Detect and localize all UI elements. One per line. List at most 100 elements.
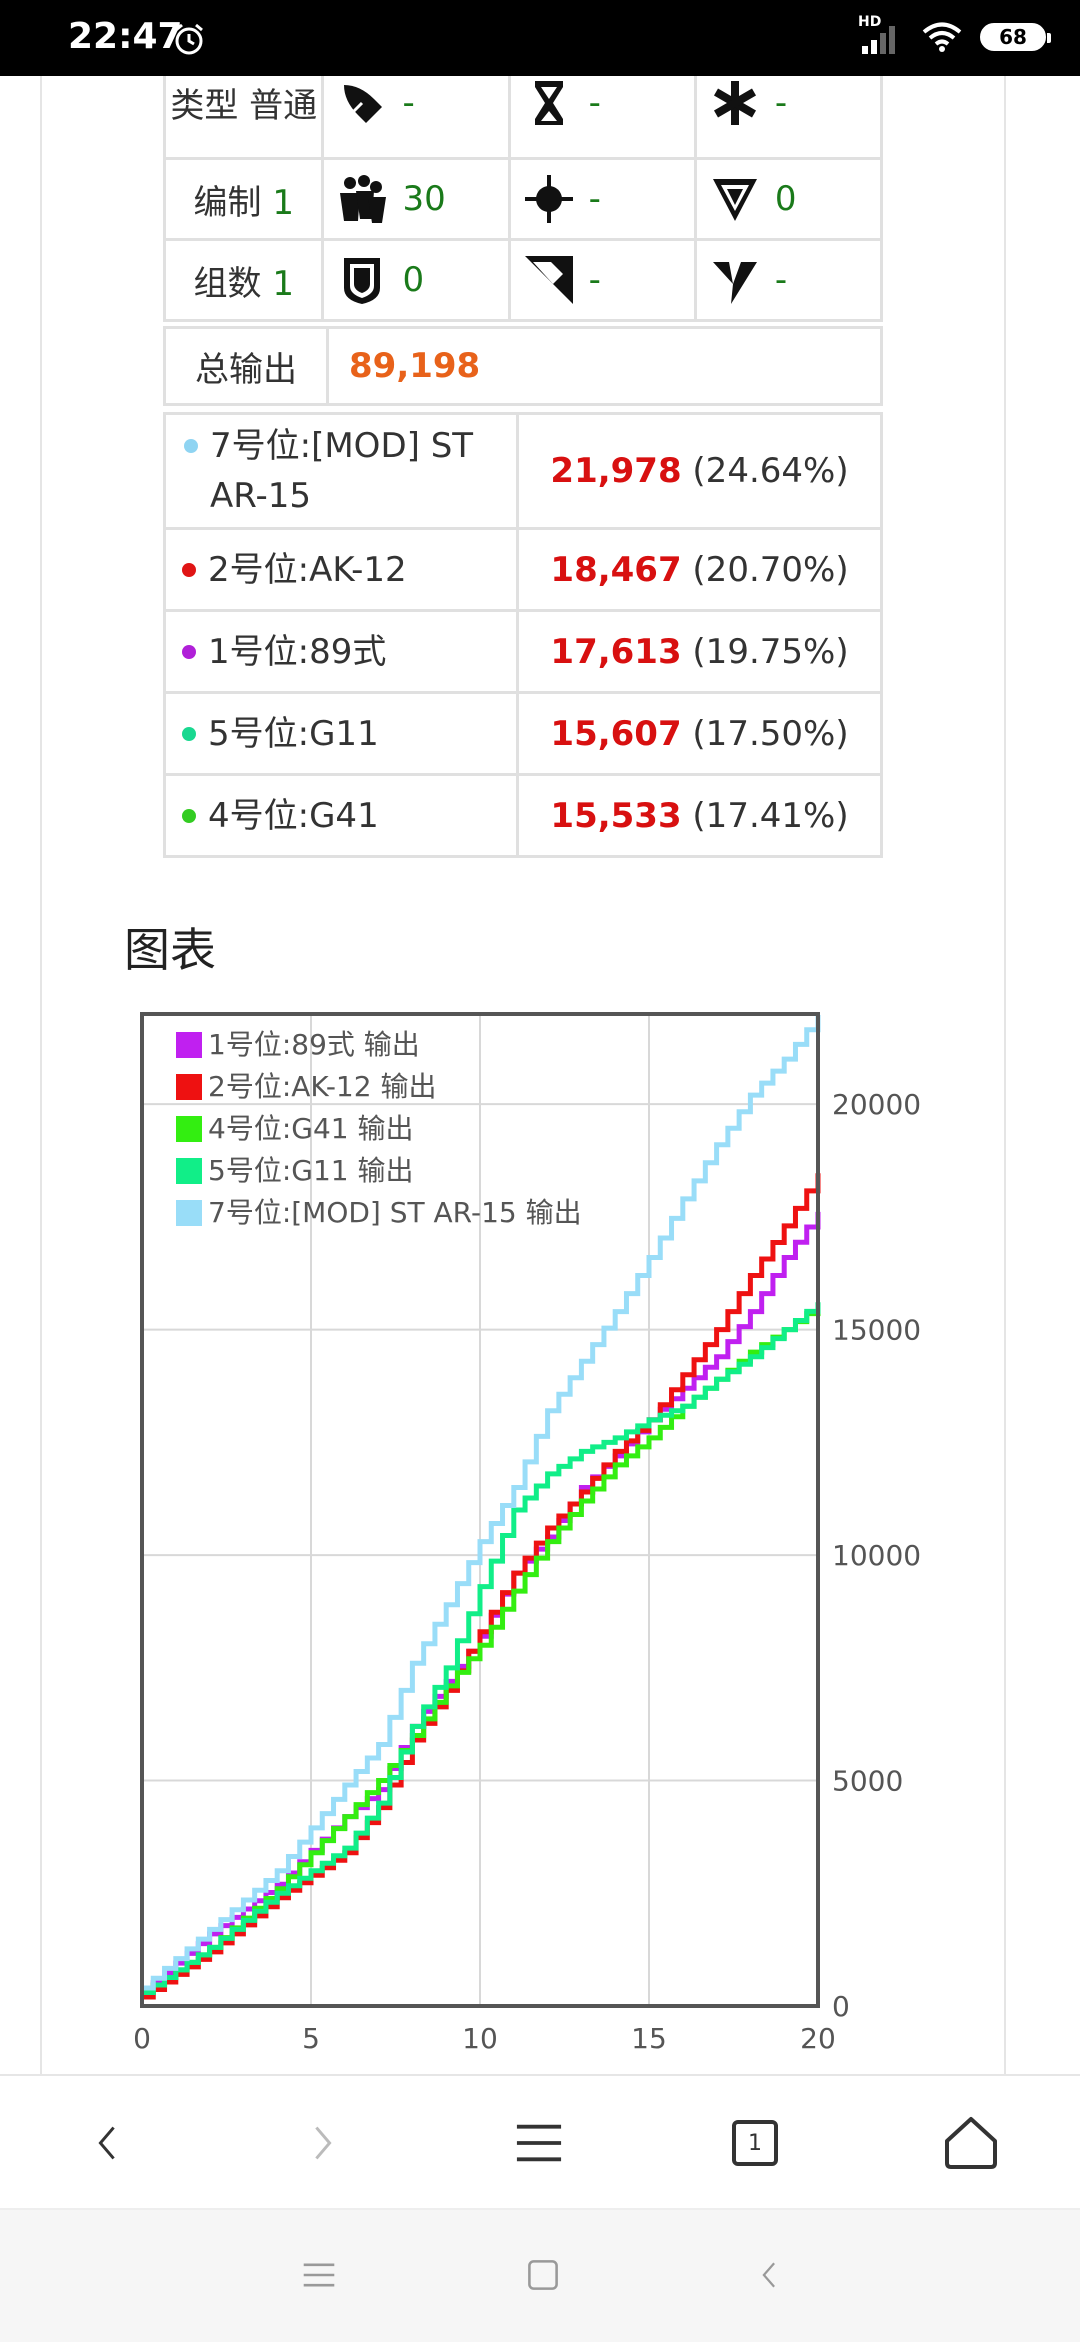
lightning-down-icon bbox=[712, 262, 757, 304]
x-tick-label: 10 bbox=[462, 2022, 498, 2055]
crosshair-icon bbox=[524, 175, 573, 223]
stat-cell: - bbox=[507, 238, 697, 322]
menu-icon bbox=[516, 2124, 562, 2162]
stat-value: 0 bbox=[774, 179, 797, 219]
legend-label: 7号位:[MOD] ST AR-15 输出 bbox=[208, 1196, 582, 1229]
damage-unit-cell: 2号位:AK-12 bbox=[163, 527, 519, 612]
system-home-button[interactable] bbox=[518, 2250, 568, 2300]
stat-cell: - bbox=[507, 76, 697, 160]
legend-label: 2号位:AK-12 输出 bbox=[208, 1070, 436, 1103]
bullet-icon bbox=[344, 85, 383, 123]
stat-label-groups: 组数 1 bbox=[162, 238, 325, 322]
x-tick-label: 5 bbox=[302, 2022, 320, 2055]
stat-label-text: 组数 bbox=[193, 263, 262, 304]
system-nav-bar bbox=[0, 2208, 1080, 2342]
unit-name: 7号位:[MOD] ST AR-15 bbox=[210, 426, 474, 516]
damage-unit-cell: 5号位:G11 bbox=[163, 691, 519, 776]
stat-label-value: 1 bbox=[272, 182, 294, 223]
menu-button[interactable] bbox=[504, 2108, 574, 2178]
stat-value: - bbox=[774, 83, 788, 123]
stat-value: - bbox=[402, 83, 415, 123]
status-bar: 22:47 HD 68 bbox=[0, 0, 1080, 76]
unit-name: 1号位:89式 bbox=[208, 631, 387, 672]
page-content: 类型 普通 - - - bbox=[0, 76, 1080, 2074]
damage-unit-cell: 4号位:G41 bbox=[163, 773, 519, 858]
damage-percent: (24.64%) bbox=[692, 451, 849, 491]
stat-label-value: 1 bbox=[272, 263, 294, 304]
stat-label-formation: 编制 1 bbox=[162, 157, 325, 241]
stat-cell: - bbox=[693, 238, 884, 322]
damage-value: 15,533 bbox=[550, 795, 682, 836]
legend-swatch bbox=[176, 1158, 202, 1184]
y-tick-label: 15000 bbox=[832, 1314, 921, 1347]
damage-value: 15,607 bbox=[550, 713, 682, 754]
alarm-icon bbox=[175, 23, 203, 55]
asterisk-icon bbox=[713, 81, 756, 125]
unit-name: 4号位:G41 bbox=[208, 795, 379, 836]
home-icon bbox=[945, 2117, 997, 2169]
content-border-left bbox=[40, 76, 42, 2074]
legend-swatch bbox=[176, 1032, 202, 1058]
damage-value-cell: 21,978 (24.64%) bbox=[516, 412, 883, 530]
chevron-right-icon bbox=[315, 2126, 332, 2160]
stat-value: - bbox=[588, 260, 601, 300]
unit-name: 2号位:AK-12 bbox=[208, 549, 407, 590]
damage-row: 4号位:G41 15,533 (17.41%) bbox=[163, 773, 883, 858]
stat-value: - bbox=[588, 83, 601, 123]
damage-value-cell: 15,533 (17.41%) bbox=[516, 773, 883, 858]
stat-label-text: 编制 bbox=[193, 182, 262, 223]
damage-unit-cell: 1号位:89式 bbox=[163, 609, 519, 694]
home-button[interactable] bbox=[936, 2108, 1006, 2178]
series-line bbox=[142, 1014, 821, 1991]
wifi-icon bbox=[922, 22, 962, 52]
hourglass-icon bbox=[534, 81, 563, 125]
y-tick-label: 5000 bbox=[832, 1765, 903, 1798]
unit-color-dot bbox=[184, 439, 198, 453]
stat-cell: 30 bbox=[321, 157, 511, 241]
damage-value-cell: 17,613 (19.75%) bbox=[516, 609, 883, 694]
forward-button[interactable] bbox=[288, 2108, 358, 2178]
section-title-chart: 图表 bbox=[124, 923, 216, 977]
damage-value: 21,978 bbox=[550, 451, 682, 491]
damage-value-cell: 15,607 (17.50%) bbox=[516, 691, 883, 776]
chevron-left-icon bbox=[762, 2262, 775, 2288]
legend-label: 4号位:G41 输出 bbox=[208, 1112, 413, 1145]
unit-color-dot bbox=[182, 644, 196, 659]
damage-percent: (17.50%) bbox=[692, 713, 849, 754]
damage-value: 18,467 bbox=[550, 549, 682, 590]
signal-icon: HD bbox=[858, 14, 904, 54]
damage-percent: (19.75%) bbox=[692, 631, 849, 672]
total-output-label: 总输出 bbox=[166, 329, 329, 403]
shield-icon bbox=[344, 258, 381, 304]
stat-row: 编制 1 30 - 0 bbox=[162, 157, 884, 241]
stat-label-text: 类型 普通 bbox=[170, 86, 318, 126]
stat-cell: 0 bbox=[321, 238, 511, 322]
battery-icon: 68 bbox=[980, 23, 1051, 51]
status-icons: HD 68 bbox=[858, 14, 1051, 60]
tabs-button[interactable]: 1 bbox=[720, 2108, 790, 2178]
damage-percent: (20.70%) bbox=[692, 549, 849, 590]
x-tick-label: 15 bbox=[631, 2022, 667, 2055]
stat-cell: - bbox=[693, 76, 884, 160]
stat-value: 0 bbox=[402, 260, 425, 300]
legend-swatch bbox=[176, 1074, 202, 1100]
triangle-target-icon bbox=[712, 179, 757, 221]
system-back-button[interactable] bbox=[744, 2250, 794, 2300]
legend-label: 5号位:G11 输出 bbox=[208, 1154, 413, 1187]
y-tick-label: 20000 bbox=[832, 1088, 921, 1121]
system-menu-button[interactable] bbox=[294, 2250, 344, 2300]
plot-frame bbox=[140, 1012, 820, 2008]
status-time: 22:47 bbox=[68, 16, 183, 57]
series-line bbox=[142, 1302, 821, 1995]
browser-toolbar: 1 bbox=[0, 2074, 1080, 2210]
damage-percent: (17.41%) bbox=[692, 795, 849, 836]
stat-cell: 0 bbox=[693, 157, 884, 241]
unit-color-dot bbox=[182, 808, 196, 823]
unit-color-dot bbox=[182, 562, 196, 577]
stat-row: 类型 普通 - - - bbox=[162, 76, 884, 160]
damage-table: 7号位:[MOD] ST AR-15 21,978 (24.64%) 2号位:A… bbox=[163, 412, 883, 858]
back-button[interactable] bbox=[72, 2108, 142, 2178]
damage-value-cell: 18,467 (20.70%) bbox=[516, 527, 883, 612]
tabs-icon: 1 bbox=[732, 2120, 778, 2166]
